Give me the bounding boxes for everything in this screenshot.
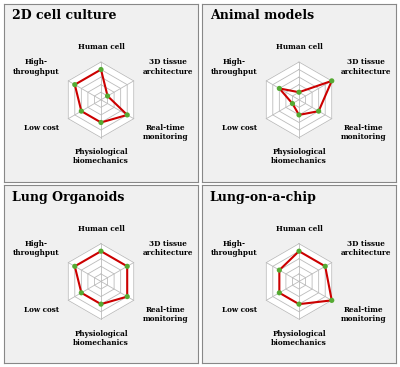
Polygon shape <box>88 85 114 115</box>
Polygon shape <box>81 77 121 123</box>
Text: Lung Organoids: Lung Organoids <box>12 191 124 204</box>
Point <box>276 267 282 273</box>
Point <box>72 264 78 269</box>
Polygon shape <box>266 62 332 138</box>
Text: Real-time
monitoring: Real-time monitoring <box>143 124 188 141</box>
Point <box>296 112 302 118</box>
Point <box>98 248 104 254</box>
Polygon shape <box>81 259 121 304</box>
Text: Real-time
monitoring: Real-time monitoring <box>143 306 188 323</box>
Point <box>296 301 302 307</box>
Point <box>124 264 130 269</box>
Point <box>104 93 111 99</box>
Point <box>72 82 78 88</box>
Text: Low cost: Low cost <box>222 306 257 314</box>
Polygon shape <box>266 244 332 319</box>
Polygon shape <box>286 266 312 297</box>
Text: 3D tissue
architecture: 3D tissue architecture <box>143 58 194 76</box>
Point <box>289 101 296 106</box>
Polygon shape <box>279 259 319 304</box>
Point <box>78 290 84 296</box>
Point <box>98 120 104 126</box>
Polygon shape <box>286 85 312 115</box>
Point <box>276 86 282 91</box>
Polygon shape <box>75 251 127 312</box>
Polygon shape <box>273 251 325 312</box>
Point <box>98 66 104 72</box>
Point <box>316 108 322 114</box>
Text: Human cell: Human cell <box>78 43 124 51</box>
Point <box>124 112 130 118</box>
Text: Animal models: Animal models <box>210 9 314 22</box>
Point <box>296 89 302 95</box>
Text: Real-time
monitoring: Real-time monitoring <box>341 124 386 141</box>
Text: Human cell: Human cell <box>276 225 322 233</box>
Text: Physiological
biomechanics: Physiological biomechanics <box>271 148 327 166</box>
Point <box>276 290 282 296</box>
Text: High-
throughput: High- throughput <box>210 58 257 76</box>
Polygon shape <box>88 266 114 297</box>
Text: 2D cell culture: 2D cell culture <box>12 9 116 22</box>
Text: Human cell: Human cell <box>276 43 322 51</box>
Point <box>124 294 130 299</box>
Point <box>328 297 335 303</box>
Polygon shape <box>68 244 134 319</box>
Point <box>98 301 104 307</box>
Text: Lung-on-a-chip: Lung-on-a-chip <box>210 191 317 204</box>
Polygon shape <box>94 92 108 108</box>
Text: Physiological
biomechanics: Physiological biomechanics <box>271 330 327 347</box>
Text: Low cost: Low cost <box>222 124 257 132</box>
Text: 3D tissue
architecture: 3D tissue architecture <box>143 240 194 257</box>
Point <box>322 264 328 269</box>
Text: Real-time
monitoring: Real-time monitoring <box>341 306 386 323</box>
Text: Low cost: Low cost <box>24 124 59 132</box>
Polygon shape <box>279 77 319 123</box>
Polygon shape <box>94 274 108 289</box>
Text: High-
throughput: High- throughput <box>12 58 59 76</box>
Polygon shape <box>292 92 306 108</box>
Text: Human cell: Human cell <box>78 225 124 233</box>
Text: 3D tissue
architecture: 3D tissue architecture <box>341 240 392 257</box>
Polygon shape <box>68 62 134 138</box>
Text: Physiological
biomechanics: Physiological biomechanics <box>73 330 129 347</box>
Text: High-
throughput: High- throughput <box>210 240 257 257</box>
Point <box>296 248 302 254</box>
Point <box>78 108 84 114</box>
Point <box>328 78 335 84</box>
Polygon shape <box>75 69 127 130</box>
Text: Low cost: Low cost <box>24 306 59 314</box>
Text: High-
throughput: High- throughput <box>12 240 59 257</box>
Polygon shape <box>292 274 306 289</box>
Text: 3D tissue
architecture: 3D tissue architecture <box>341 58 392 76</box>
Text: Physiological
biomechanics: Physiological biomechanics <box>73 148 129 166</box>
Polygon shape <box>273 69 325 130</box>
